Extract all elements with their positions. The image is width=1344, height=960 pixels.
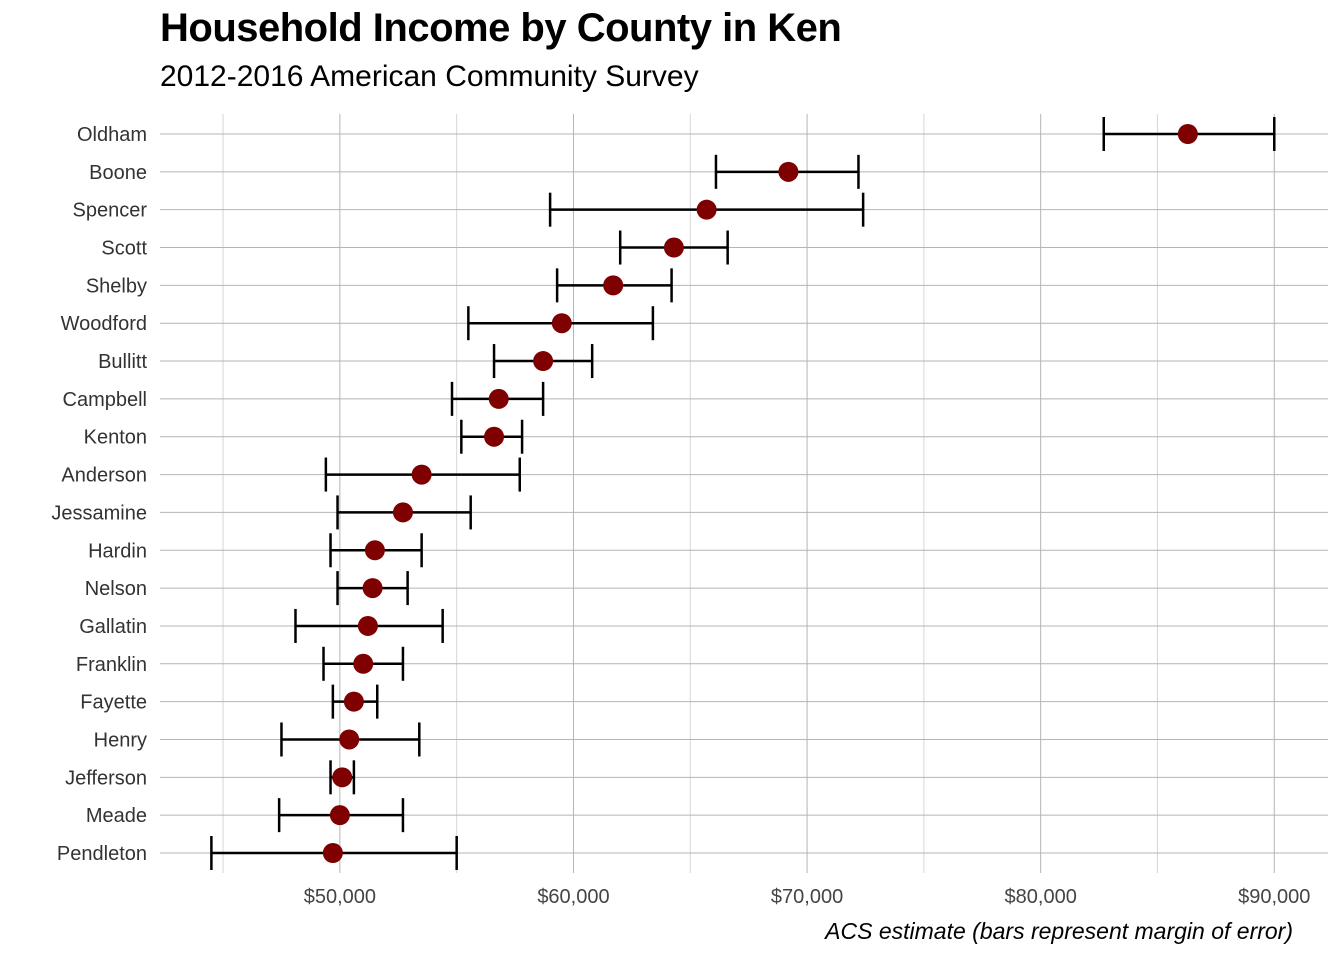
data-point — [778, 161, 799, 182]
x-tick-label: $70,000 — [771, 886, 843, 908]
data-point — [343, 691, 364, 712]
x-tick-label: $80,000 — [1005, 886, 1077, 908]
data-point — [663, 237, 684, 258]
y-category-label: Boone — [89, 162, 147, 184]
data-point — [357, 615, 378, 636]
y-category-label: Jefferson — [65, 767, 147, 789]
y-category-label: Meade — [86, 805, 147, 827]
y-category-label: Fayette — [80, 692, 147, 714]
y-category-label: Henry — [94, 729, 147, 751]
y-category-label: Pendleton — [57, 843, 147, 865]
y-category-label: Woodford — [61, 313, 147, 335]
y-category-label: Campbell — [63, 389, 147, 411]
y-category-label: Scott — [101, 238, 147, 260]
x-axis-ticks: $50,000 $60,000 $70,000 $80,000 $90,000 — [304, 886, 1311, 908]
data-point — [696, 199, 717, 220]
y-axis-labels: Oldham Boone Spencer Scott Shelby Woodford Bul… — [51, 124, 147, 865]
y-category-label: Gallatin — [79, 616, 147, 638]
x-tick-label: $50,000 — [304, 886, 376, 908]
data-point — [551, 313, 572, 334]
y-category-label: Oldham — [77, 124, 147, 146]
y-category-label: Shelby — [86, 275, 147, 297]
data-point — [353, 653, 374, 674]
y-category-label: Anderson — [61, 465, 147, 487]
data-point — [332, 767, 353, 788]
x-tick-label: $60,000 — [537, 886, 609, 908]
data-point — [362, 578, 383, 599]
grid-lines — [160, 114, 1328, 873]
data-marks — [210, 117, 1276, 870]
x-tick-label: $90,000 — [1238, 886, 1310, 908]
chart-subtitle: 2012-2016 American Community Survey — [160, 60, 699, 93]
y-category-label: Nelson — [85, 578, 147, 600]
chart-title: Household Income by County in Ken — [160, 6, 842, 50]
data-point — [411, 464, 432, 485]
data-point — [603, 275, 624, 296]
y-category-label: Kenton — [84, 427, 147, 449]
y-category-label: Hardin — [88, 540, 147, 562]
data-point — [533, 351, 554, 372]
data-point — [392, 502, 413, 523]
data-point — [339, 729, 360, 750]
data-point — [364, 540, 385, 561]
data-point — [488, 388, 509, 409]
data-point — [329, 805, 350, 826]
data-point — [1177, 124, 1198, 144]
y-category-label: Franklin — [76, 654, 147, 676]
data-point — [322, 843, 343, 863]
data-point — [484, 426, 505, 447]
y-category-label: Spencer — [73, 200, 148, 222]
y-category-label: Bullitt — [98, 351, 147, 373]
y-category-label: Jessamine — [51, 502, 147, 524]
x-axis-title: ACS estimate (bars represent margin of e… — [823, 918, 1293, 944]
